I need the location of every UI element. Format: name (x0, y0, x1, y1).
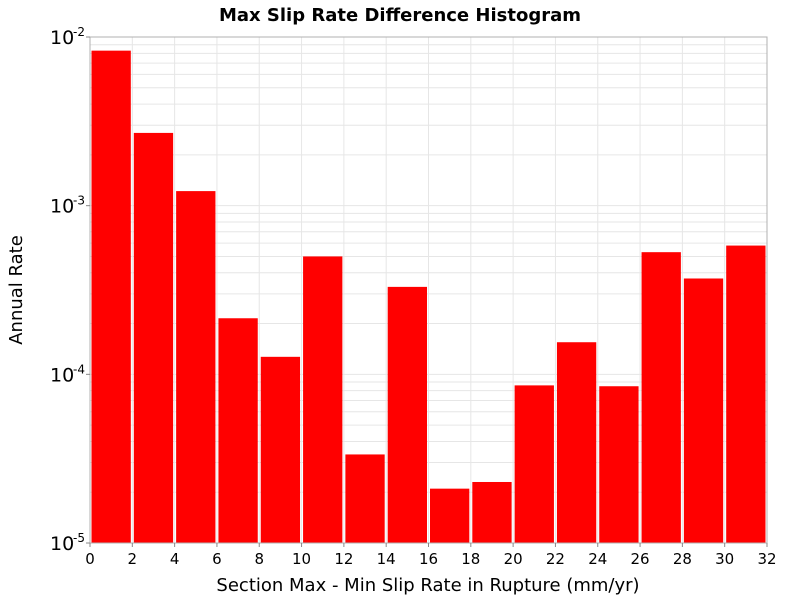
bar (683, 278, 724, 543)
x-tick-label: 2 (128, 550, 138, 568)
bar (303, 256, 343, 543)
bar (260, 356, 301, 543)
x-tick-label: 22 (546, 550, 565, 568)
x-tick-label: 18 (461, 550, 480, 568)
x-tick-label: 14 (377, 550, 396, 568)
bar (641, 252, 681, 544)
x-axis-ticks: 0 2 4 6 8 10 12 14 16 18 20 22 24 26 28 30 32 (85, 543, 777, 568)
y-tick-base: 10 (50, 27, 74, 49)
y-tick-label: 10-4 (50, 362, 85, 386)
y-tick-exponent: -3 (73, 194, 85, 208)
bar (430, 488, 470, 543)
x-tick-label: 30 (715, 550, 734, 568)
bar (218, 318, 258, 543)
x-tick-label: 10 (292, 550, 311, 568)
y-axis-label: Annual Rate (6, 235, 27, 345)
bar (472, 481, 512, 543)
bar (91, 50, 131, 543)
x-tick-label: 6 (212, 550, 222, 568)
y-tick-label: 10-5 (50, 531, 85, 555)
bar (133, 132, 174, 543)
y-tick-base: 10 (50, 364, 74, 386)
y-tick-base: 10 (50, 196, 74, 218)
bar (514, 385, 554, 543)
x-tick-label: 20 (504, 550, 523, 568)
x-tick-label: 0 (85, 550, 95, 568)
bar (556, 342, 597, 543)
y-tick-exponent: -5 (73, 531, 85, 545)
bar (726, 245, 766, 543)
x-tick-label: 28 (673, 550, 692, 568)
y-tick-exponent: -2 (73, 25, 85, 39)
x-tick-label: 8 (254, 550, 264, 568)
bar (176, 191, 216, 543)
y-axis-ticks: 10-510-410-310-2 (50, 25, 90, 555)
x-tick-label: 32 (757, 550, 776, 568)
y-tick-base: 10 (50, 533, 74, 555)
y-tick-label: 10-3 (50, 194, 85, 218)
y-tick-label: 10-2 (50, 25, 85, 49)
bars (91, 50, 766, 544)
x-axis-label: Section Max - Min Slip Rate in Rupture (… (216, 575, 639, 596)
x-tick-label: 16 (419, 550, 438, 568)
bar (387, 286, 427, 543)
x-tick-label: 24 (588, 550, 607, 568)
x-tick-label: 12 (334, 550, 353, 568)
chart-title: Max Slip Rate Difference Histogram (219, 5, 581, 26)
y-tick-exponent: -4 (73, 362, 85, 376)
x-tick-label: 26 (631, 550, 650, 568)
bar (345, 454, 385, 543)
x-tick-label: 4 (170, 550, 180, 568)
bar (599, 386, 639, 543)
